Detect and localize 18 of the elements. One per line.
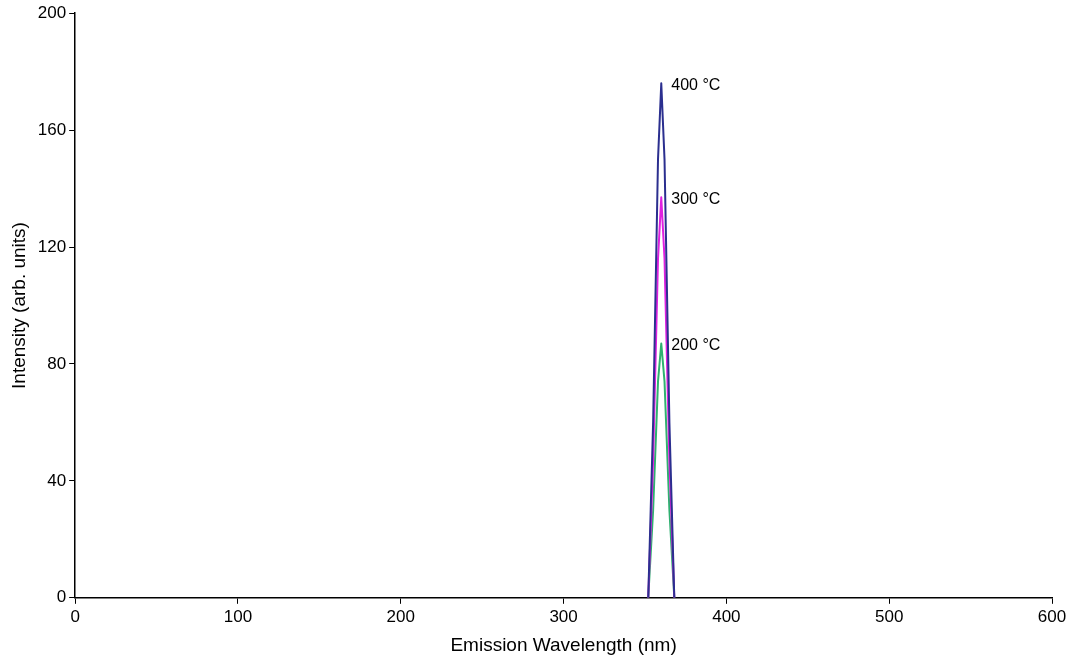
series-label: 400 °C bbox=[671, 75, 721, 93]
x-axis-title: Emission Wavelength (nm) bbox=[450, 633, 677, 655]
x-tick-label: 600 bbox=[1037, 606, 1067, 626]
y-tick-label: 80 bbox=[47, 353, 67, 373]
y-tick-label: 120 bbox=[37, 236, 67, 256]
x-tick-label: 0 bbox=[70, 606, 80, 626]
x-tick-label: 500 bbox=[875, 606, 904, 626]
y-tick-label: 40 bbox=[47, 470, 67, 490]
x-tick-label: 200 bbox=[386, 606, 415, 626]
y-tick-label: 200 bbox=[37, 2, 67, 22]
x-tick-label: 100 bbox=[223, 606, 253, 626]
series-label: 300 °C bbox=[671, 189, 721, 207]
x-tick-label: 300 bbox=[549, 606, 578, 626]
y-tick-label: 0 bbox=[56, 587, 67, 607]
series-label: 200 °C bbox=[671, 335, 721, 353]
x-tick-label: 400 bbox=[712, 606, 741, 626]
y-tick-label: 160 bbox=[37, 119, 67, 139]
y-axis-title: Intensity (arb. units) bbox=[7, 222, 29, 389]
